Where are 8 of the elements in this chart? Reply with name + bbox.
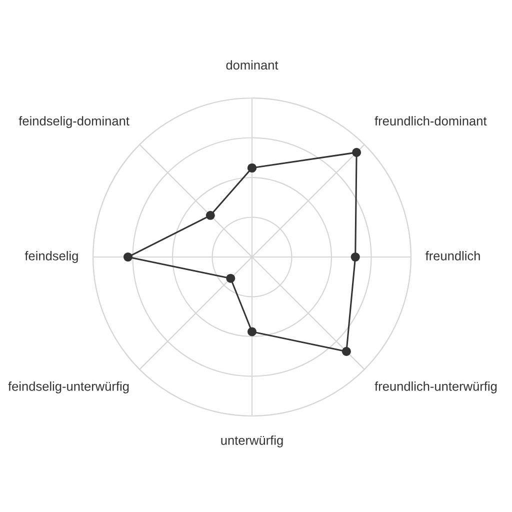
spoke-label: unterwürfig: [221, 435, 283, 448]
spoke-label: feindselig-unterwürfig: [8, 381, 129, 394]
spoke-label: feindselig: [24, 251, 78, 263]
spoke-label: freundlich-unterwürfig: [374, 381, 497, 394]
spoke-label: freundlich: [425, 251, 480, 260]
spoke-label: dominant: [226, 60, 278, 70]
spoke-label: freundlich-dominant: [374, 116, 487, 126]
spoke-label: feindselig-dominant: [18, 116, 130, 128]
